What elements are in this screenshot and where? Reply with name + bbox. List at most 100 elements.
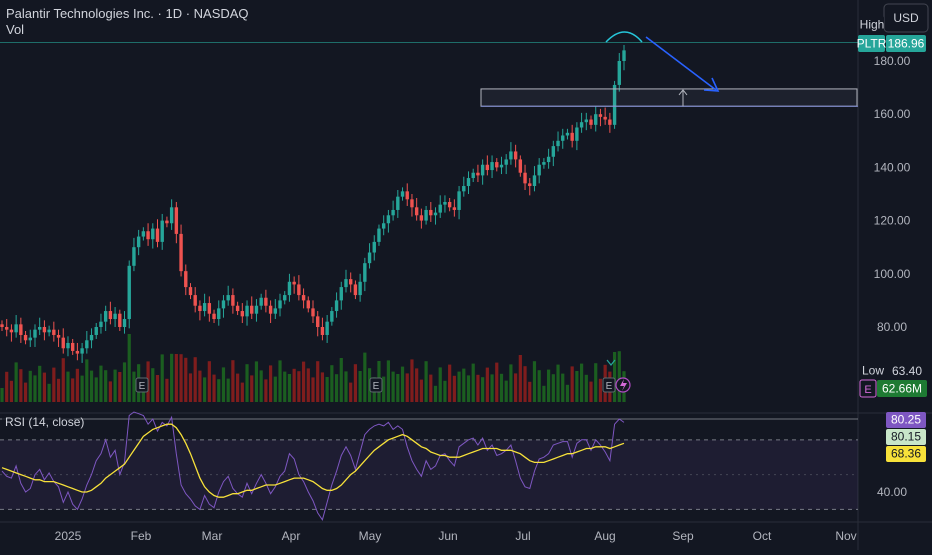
volume-layer	[0, 334, 626, 402]
candle-body	[353, 284, 358, 296]
candle-body	[89, 334, 94, 341]
candle-body	[396, 196, 400, 210]
volume-bar	[127, 334, 131, 402]
volume-bar	[9, 380, 14, 402]
volume-bar	[23, 382, 28, 402]
candle-body	[297, 284, 301, 296]
candle-body	[594, 114, 598, 125]
volume-bar	[217, 379, 221, 402]
candle-body	[476, 172, 480, 176]
volume-bar	[579, 363, 584, 402]
volume-bar	[193, 357, 197, 402]
volume-bar	[410, 359, 414, 402]
candle-body	[108, 311, 113, 320]
volume-bar	[353, 364, 358, 402]
volume-bar	[71, 378, 75, 402]
candle-layer	[0, 45, 626, 363]
volume-bar	[584, 374, 588, 402]
candle-body	[268, 305, 273, 314]
volume-bar	[188, 373, 193, 402]
volume-bar	[537, 370, 541, 402]
candle-body	[429, 209, 433, 216]
candle-body	[438, 204, 442, 213]
volume-bar	[325, 377, 329, 402]
volume-bar	[452, 375, 456, 402]
rsi-ma-badge: 68.36	[891, 447, 921, 461]
volume-bar	[301, 361, 306, 402]
volume-bar	[132, 371, 136, 402]
candle-body	[151, 228, 155, 240]
volume-bar	[273, 376, 277, 402]
time-tick-label: Sep	[672, 529, 694, 543]
volume-bar	[66, 371, 70, 402]
volume-bar	[556, 364, 560, 402]
zone-measure-arrowhead	[678, 89, 688, 96]
volume-bar	[268, 365, 273, 402]
candle-body	[363, 263, 367, 282]
candle-body	[603, 116, 607, 120]
symbol-badge: PLTR	[857, 37, 887, 51]
volume-value-badge: 62.66M	[882, 382, 922, 396]
volume-bar	[278, 360, 282, 402]
candle-body	[231, 295, 235, 306]
candle-body	[447, 201, 452, 208]
candle-body	[490, 162, 494, 171]
candle-body	[495, 162, 499, 168]
volume-label: Vol	[6, 22, 25, 37]
volume-bar	[334, 374, 339, 402]
volume-bar	[94, 377, 98, 402]
volume-bar	[0, 388, 4, 402]
volume-bar	[80, 375, 84, 402]
candle-body	[132, 247, 136, 266]
volume-bar	[391, 371, 395, 402]
low-value-label: 63.40	[892, 364, 922, 378]
candle-body	[56, 334, 61, 338]
volume-bar	[212, 374, 216, 402]
volume-bar	[528, 381, 532, 402]
dividend-bolt-icon	[620, 379, 627, 391]
volume-bar	[113, 369, 117, 402]
candle-body	[565, 132, 570, 136]
candle-body	[367, 252, 372, 264]
candle-body	[344, 279, 348, 288]
candle-body	[433, 212, 438, 216]
volume-bar	[481, 377, 485, 402]
volume-bar	[122, 362, 127, 402]
volume-bar	[292, 368, 296, 402]
candle-body	[301, 295, 306, 301]
candle-body	[287, 281, 292, 296]
candle-body	[33, 329, 37, 338]
candle-body	[240, 311, 245, 317]
candle-body	[523, 172, 527, 184]
time-tick-label: May	[359, 529, 382, 543]
volume-bar	[499, 373, 504, 402]
candle-body	[80, 348, 84, 354]
candle-body	[598, 114, 603, 117]
candle-body	[462, 186, 466, 192]
candle-body	[320, 327, 325, 335]
volume-bar	[565, 384, 570, 402]
candle-body	[118, 313, 122, 327]
candle-body	[165, 220, 169, 224]
volume-bar	[311, 377, 315, 402]
candle-body	[551, 146, 556, 157]
volume-bar	[429, 374, 433, 402]
volume-bar	[198, 370, 202, 402]
volume-bar	[236, 373, 240, 402]
candle-body	[414, 207, 419, 216]
volume-bar	[438, 367, 442, 402]
candle-body	[400, 191, 405, 197]
candle-body	[23, 334, 28, 341]
candle-body	[471, 172, 475, 179]
candle-body	[372, 241, 376, 253]
candle-body	[47, 329, 51, 333]
alert-chevron-icon	[606, 359, 616, 366]
volume-bar	[28, 370, 32, 402]
volume-bar	[514, 373, 518, 402]
candle-body	[141, 231, 146, 237]
rsi-line	[1, 411, 625, 521]
volume-bar	[287, 374, 292, 402]
candle-body	[160, 220, 164, 242]
